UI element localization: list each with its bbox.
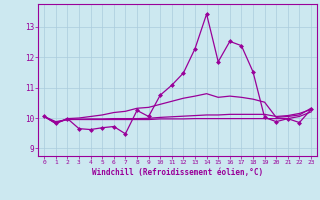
X-axis label: Windchill (Refroidissement éolien,°C): Windchill (Refroidissement éolien,°C) <box>92 168 263 177</box>
